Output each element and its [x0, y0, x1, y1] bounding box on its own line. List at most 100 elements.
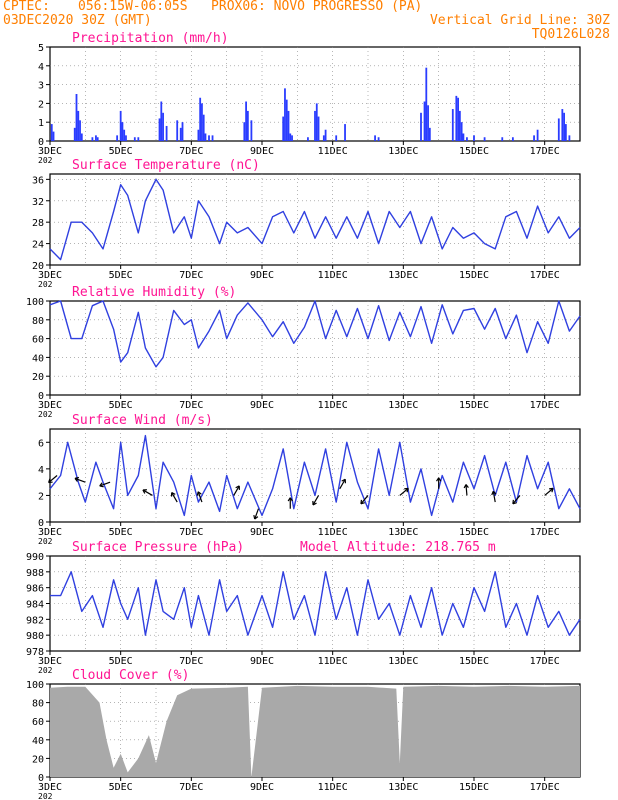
surface-wind-ytick-label: 0: [38, 518, 44, 529]
precipitation-bar: [208, 135, 210, 141]
surface-temperature-xtick-label: 9DEC: [250, 270, 274, 281]
surface-wind-wind-arrowhead: [99, 485, 104, 488]
precipitation-bar: [204, 133, 207, 141]
precipitation-bar: [561, 109, 564, 141]
precipitation-bar: [451, 109, 454, 141]
surface-wind-wind-arrowhead: [404, 487, 409, 490]
precipitation-bar: [374, 135, 376, 141]
surface-pressure-ytick-label: 984: [26, 600, 44, 611]
precipitation-bar: [201, 103, 203, 141]
precipitation-bar: [179, 127, 182, 141]
precipitation-bar: [425, 67, 428, 141]
surface-wind-wind-arrow: [99, 481, 111, 487]
surface-pressure-year-stub: 202: [38, 666, 53, 675]
surface-wind-wind-arrowhead: [438, 477, 442, 482]
cloud-cover-ytick-label: 80: [32, 699, 44, 710]
precipitation-bar: [427, 105, 429, 141]
precipitation-xtick-label: 11DEC: [318, 146, 348, 157]
precipitation-bar: [125, 135, 127, 141]
surface-wind-wind-arrowhead: [512, 502, 517, 505]
precipitation-bar: [563, 112, 565, 141]
precipitation-year-stub: 202: [38, 156, 53, 165]
surface-wind-wind-arrowhead: [74, 478, 78, 482]
surface-wind-xtick-label: 17DEC: [530, 527, 560, 538]
surface-wind-wind-arrow: [171, 492, 178, 503]
surface-wind-wind-arrowhead: [436, 477, 440, 482]
surface-wind-wind-arrow: [48, 475, 58, 484]
precipitation-bar: [289, 133, 292, 141]
cloud-cover-xtick-label: 11DEC: [318, 782, 348, 793]
precipitation-xtick-label: 17DEC: [530, 146, 560, 157]
surface-wind-wind-arrowhead: [549, 487, 554, 490]
precipitation-bar: [428, 127, 431, 141]
cloud-cover-xtick-label: 5DEC: [109, 782, 133, 793]
surface-temperature-title: Surface Temperature (nC): [72, 158, 260, 173]
relative-humidity-xtick-label: 5DEC: [109, 400, 133, 411]
surface-wind-xtick-label: 11DEC: [318, 527, 348, 538]
precipitation-bar: [80, 133, 83, 141]
header-grid-line: Vertical Grid Line: 30Z: [429, 13, 610, 28]
precipitation-bar: [75, 94, 78, 141]
cloud-cover-xtick-label: 7DEC: [179, 782, 203, 793]
precipitation-xtick-label: 3DEC: [38, 146, 62, 157]
surface-wind-ytick-label: 4: [38, 465, 44, 476]
surface-wind-xtick-label: 5DEC: [109, 527, 133, 538]
surface-pressure-ytick-label: 988: [26, 568, 44, 579]
precipitation-bar: [564, 124, 567, 141]
surface-pressure-xtick-label: 7DEC: [179, 656, 203, 667]
precipitation-xtick-label: 5DEC: [109, 146, 133, 157]
precipitation-bar: [176, 120, 179, 141]
precipitation-bar: [199, 97, 202, 141]
precipitation-xtick-label: 9DEC: [250, 146, 274, 157]
precipitation-bar: [165, 125, 168, 141]
precipitation-bar: [50, 124, 53, 141]
relative-humidity-xtick-label: 13DEC: [388, 400, 418, 411]
precipitation-bar: [250, 120, 253, 141]
cloud-cover-xtick-label: 15DEC: [459, 782, 489, 793]
precipitation-bar: [160, 101, 163, 141]
precipitation-title: Precipitation (mm/h): [72, 31, 229, 46]
surface-temperature-ytick-label: 24: [32, 240, 44, 251]
surface-wind-wind-arrowhead: [289, 497, 293, 502]
surface-temperature-frame: [49, 173, 581, 266]
surface-wind-ytick-label: 6: [38, 438, 44, 449]
surface-wind-year-stub: 202: [38, 537, 53, 546]
surface-wind-ytick-label: 2: [38, 491, 44, 502]
header-date: 03DEC2020 30Z (GMT): [3, 13, 152, 28]
precipitation-bar: [181, 122, 184, 141]
surface-wind-wind-arrowhead: [253, 515, 256, 520]
surface-wind-wind-arrowhead: [551, 488, 554, 493]
surface-wind-xtick-label: 9DEC: [250, 527, 274, 538]
cloud-cover-ytick-label: 20: [32, 754, 44, 765]
precipitation-bar: [344, 124, 346, 141]
cloud-cover-xtick-label: 17DEC: [530, 782, 560, 793]
precipitation-bar: [536, 129, 539, 141]
relative-humidity-xtick-label: 11DEC: [318, 400, 348, 411]
surface-wind-wind-arrowhead: [341, 478, 346, 482]
surface-pressure-xtick-label: 17DEC: [530, 656, 560, 667]
precipitation-bar: [121, 122, 124, 141]
relative-humidity-ytick-label: 100: [26, 297, 44, 308]
precipitation-bar: [119, 110, 122, 141]
surface-wind-xtick-label: 3DEC: [38, 527, 62, 538]
relative-humidity-xtick-label: 17DEC: [530, 400, 560, 411]
precipitation-bar: [52, 131, 55, 141]
precipitation-bar: [96, 137, 99, 141]
relative-humidity-year-stub: 202: [38, 410, 53, 419]
surface-pressure-ytick-label: 980: [26, 631, 44, 642]
surface-wind-wind-arrowhead: [360, 502, 365, 505]
header-model: TQ0126L028: [531, 27, 610, 42]
relative-humidity-ytick-label: 20: [32, 372, 44, 383]
surface-temperature-year-stub: 202: [38, 280, 53, 289]
precipitation-bar: [511, 137, 514, 141]
precipitation-bar: [287, 110, 290, 141]
precipitation-bar: [197, 129, 200, 141]
precipitation-xtick-label: 7DEC: [179, 146, 203, 157]
surface-wind-wind-arrowhead: [48, 481, 53, 484]
surface-wind-xtick-label: 13DEC: [388, 527, 418, 538]
precipitation-bar: [460, 122, 463, 141]
surface-wind-xtick-label: 15DEC: [459, 527, 489, 538]
precipitation-bar: [73, 127, 76, 141]
surface-wind-wind-arrow: [74, 477, 86, 483]
